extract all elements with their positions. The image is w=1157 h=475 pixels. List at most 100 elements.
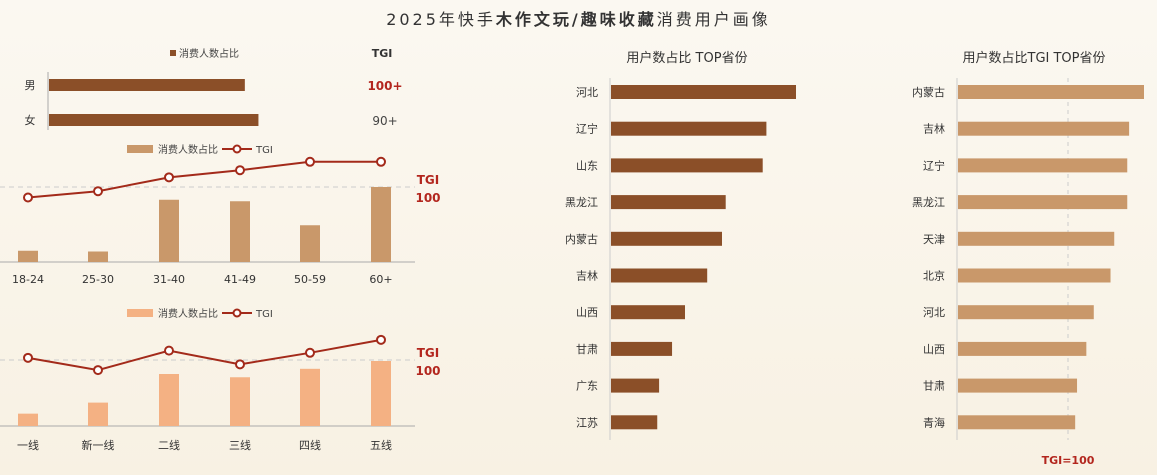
x-tick-label: 31-40 bbox=[153, 273, 185, 286]
x-tick-label: 41-49 bbox=[224, 273, 256, 286]
tgi-ref-label: TGI bbox=[417, 346, 440, 360]
bar bbox=[88, 402, 108, 426]
tgi-point bbox=[93, 365, 103, 376]
bar bbox=[958, 268, 1111, 283]
category-label: 吉林 bbox=[576, 269, 598, 283]
x-tick-label: 四线 bbox=[299, 438, 321, 452]
bar bbox=[958, 121, 1130, 136]
bar bbox=[958, 305, 1094, 320]
category-label: 女 bbox=[25, 113, 36, 127]
x-tick-label: 18-24 bbox=[12, 273, 44, 286]
bar bbox=[18, 250, 38, 262]
category-label: 广东 bbox=[576, 380, 598, 393]
category-label: 甘肃 bbox=[923, 380, 945, 393]
bar bbox=[958, 231, 1115, 246]
tgi-point bbox=[164, 172, 174, 183]
tgi-point bbox=[235, 359, 245, 370]
category-label: 山西 bbox=[923, 343, 945, 356]
legend-label: TGI bbox=[255, 145, 273, 156]
category-label: 天津 bbox=[923, 233, 945, 246]
legend-swatch bbox=[170, 50, 176, 56]
bar bbox=[611, 341, 673, 356]
tgi-value: 100+ bbox=[367, 79, 402, 93]
x-tick-label: 新一线 bbox=[82, 438, 115, 452]
bar bbox=[958, 195, 1128, 210]
legend-swatch bbox=[127, 145, 153, 153]
bar bbox=[300, 225, 320, 262]
tgi-ref-label: TGI bbox=[417, 173, 440, 187]
bar bbox=[611, 305, 685, 320]
category-label: 山西 bbox=[576, 306, 598, 319]
tgi-point bbox=[305, 347, 315, 358]
category-label: 内蒙古 bbox=[912, 85, 945, 99]
category-label: 男 bbox=[25, 79, 36, 92]
category-label: 辽宁 bbox=[576, 122, 598, 136]
bar bbox=[159, 199, 179, 262]
chart-title: 用户数占比TGI TOP省份 bbox=[963, 50, 1106, 66]
category-label: 河北 bbox=[576, 86, 598, 99]
tgi-ref-label: TGI=100 bbox=[1042, 454, 1095, 467]
tgi-ref-label: 100 bbox=[415, 364, 440, 378]
x-tick-label: 25-30 bbox=[82, 273, 114, 286]
category-label: 辽宁 bbox=[923, 158, 945, 172]
legend-swatch bbox=[127, 309, 153, 317]
category-label: 吉林 bbox=[923, 122, 945, 136]
x-tick-label: 一线 bbox=[17, 438, 39, 452]
category-label: 青海 bbox=[923, 415, 945, 429]
legend-marker bbox=[232, 144, 242, 154]
tgi-point bbox=[23, 352, 33, 363]
bar bbox=[958, 378, 1078, 393]
bar bbox=[958, 415, 1076, 430]
category-label: 北京 bbox=[923, 269, 945, 283]
category-label: 河北 bbox=[923, 306, 945, 319]
bar bbox=[958, 158, 1128, 173]
tgi-point bbox=[305, 156, 315, 167]
tgi-point bbox=[23, 192, 33, 203]
category-label: 江苏 bbox=[576, 416, 598, 429]
page-title: 2025年快手木作文玩/趣味收藏消费用户画像 bbox=[386, 10, 771, 29]
bar bbox=[371, 187, 391, 262]
bar bbox=[611, 415, 658, 430]
category-label: 黑龙江 bbox=[912, 196, 945, 209]
tgi-line bbox=[27, 160, 381, 199]
x-tick-label: 50-59 bbox=[294, 273, 326, 286]
bar bbox=[300, 368, 320, 426]
category-label: 山东 bbox=[576, 159, 598, 172]
bar bbox=[611, 121, 767, 136]
bar bbox=[371, 361, 391, 426]
bar bbox=[18, 413, 38, 426]
tgi-point bbox=[376, 334, 386, 345]
bar bbox=[230, 377, 250, 426]
tgi-line bbox=[27, 338, 382, 372]
chart-title: 用户数占比 TOP省份 bbox=[626, 50, 747, 66]
legend-label: 消费人数占比 bbox=[158, 307, 218, 320]
category-label: 甘肃 bbox=[576, 343, 598, 356]
tgi-ref-label: 100 bbox=[415, 191, 440, 205]
bar bbox=[230, 201, 250, 262]
tgi-header: TGI bbox=[372, 47, 393, 60]
bar bbox=[958, 85, 1144, 99]
tgi-point bbox=[235, 165, 245, 176]
tgi-point bbox=[164, 345, 174, 356]
bar bbox=[611, 158, 763, 173]
bar bbox=[611, 195, 726, 210]
bar bbox=[611, 231, 722, 246]
legend-marker bbox=[232, 308, 242, 318]
x-tick-label: 五线 bbox=[370, 438, 392, 452]
tgi-value: 90+ bbox=[372, 114, 397, 128]
category-label: 黑龙江 bbox=[565, 196, 598, 209]
x-tick-label: 60+ bbox=[369, 273, 392, 286]
legend-label: TGI bbox=[255, 309, 273, 320]
x-tick-label: 二线 bbox=[158, 438, 180, 452]
bar bbox=[611, 378, 660, 393]
bar bbox=[611, 85, 796, 99]
tgi-point bbox=[376, 156, 386, 167]
bar bbox=[49, 114, 259, 126]
bar bbox=[49, 79, 245, 91]
bar bbox=[958, 341, 1087, 356]
legend-label: 消费人数占比 bbox=[158, 143, 218, 156]
bar bbox=[611, 268, 708, 283]
category-label: 内蒙古 bbox=[565, 232, 598, 246]
bar bbox=[159, 374, 179, 426]
